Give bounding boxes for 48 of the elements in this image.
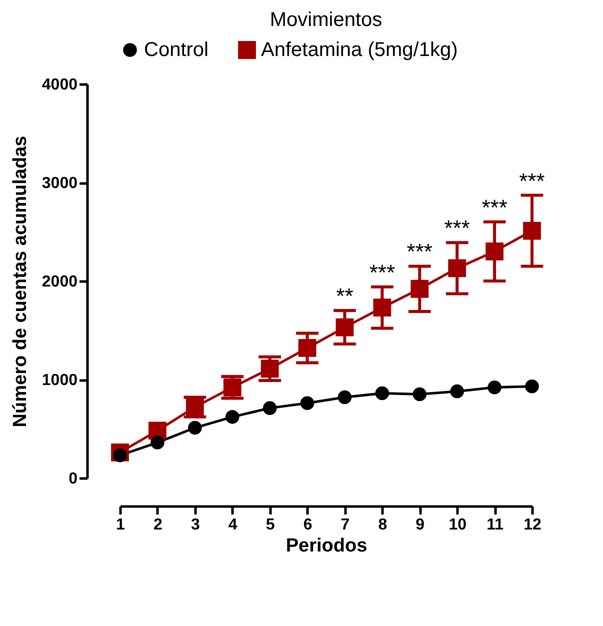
point	[338, 390, 352, 404]
x-tick-label: 6	[303, 516, 312, 534]
point	[260, 360, 279, 378]
legend-label: Control	[144, 39, 208, 61]
point	[223, 378, 242, 396]
point	[488, 380, 502, 394]
point	[300, 396, 314, 410]
x-tick-label: 2	[154, 516, 162, 534]
x-tick-label: 8	[378, 516, 388, 534]
annotation: ***	[369, 260, 396, 285]
legend-label: Anfetamina (5mg/1kg)	[261, 39, 458, 61]
x-tick-label: 10	[448, 516, 467, 534]
x-tick-label: 9	[416, 516, 425, 534]
x-tick-label: 11	[486, 516, 504, 534]
annotation: ***	[482, 194, 508, 220]
x-axis-title: Periodos	[286, 536, 368, 556]
annotation: **	[336, 284, 354, 309]
point	[373, 298, 392, 317]
x-tick-label: 4	[228, 516, 238, 534]
point	[523, 222, 541, 240]
y-axis-title: Número de cuentas acumuladas	[10, 136, 31, 428]
point	[450, 384, 464, 398]
point	[298, 339, 316, 357]
point	[262, 401, 277, 415]
x-tick-label: 5	[266, 516, 275, 534]
point	[410, 280, 429, 298]
point	[525, 380, 539, 394]
point	[448, 259, 466, 278]
point	[486, 242, 504, 260]
point	[336, 318, 354, 336]
x-tick-label: 1	[116, 516, 126, 534]
annotation: ***	[519, 168, 546, 194]
point	[412, 387, 427, 402]
y-tick-label: 2000	[42, 274, 78, 290]
point	[150, 436, 164, 450]
annotation: ***	[406, 239, 433, 264]
x-tick-label: 3	[190, 516, 200, 534]
point	[375, 386, 390, 400]
x-tick-label: 7	[340, 516, 350, 534]
y-tick-label: 1000	[42, 372, 78, 389]
point	[188, 420, 202, 435]
annotation: ***	[444, 216, 470, 241]
x-tick-label: 12	[524, 516, 542, 534]
y-tick-label: 4000	[42, 76, 78, 94]
point	[225, 410, 240, 424]
y-tick-label: 3000	[42, 175, 78, 192]
y-tick-label: 0	[68, 470, 78, 488]
chart-title: Movimientos	[270, 9, 382, 31]
